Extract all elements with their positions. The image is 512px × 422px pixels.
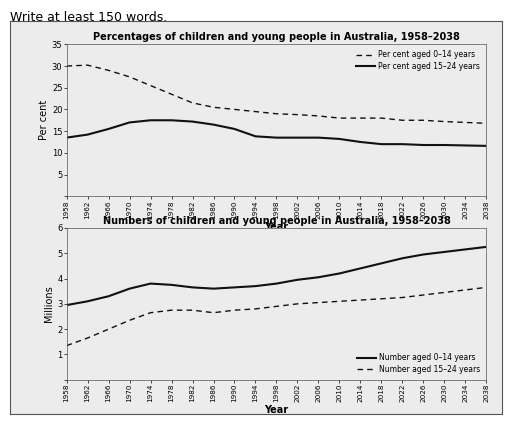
Number aged 0–14 years <box>315 275 322 280</box>
Per cent aged 0–14 years <box>420 118 426 123</box>
Per cent aged 15–24 years <box>210 122 217 127</box>
Number aged 15–24 years <box>105 327 112 332</box>
Number aged 0–14 years <box>189 285 196 290</box>
Per cent aged 0–14 years <box>315 114 322 119</box>
Per cent aged 15–24 years <box>378 142 385 147</box>
Number aged 15–24 years <box>252 306 259 311</box>
Per cent aged 15–24 years <box>420 143 426 148</box>
Title: Percentages of children and young people in Australia, 1958–2038: Percentages of children and young people… <box>93 32 460 42</box>
Title: Numbers of children and young people in Australia, 1958–2038: Numbers of children and young people in … <box>102 216 451 226</box>
Number aged 0–14 years <box>273 281 280 286</box>
Number aged 15–24 years <box>441 290 447 295</box>
Number aged 15–24 years <box>273 304 280 309</box>
Per cent aged 15–24 years <box>84 132 91 137</box>
Number aged 15–24 years <box>63 343 70 348</box>
Number aged 0–14 years <box>231 285 238 290</box>
Per cent aged 0–14 years <box>252 109 259 114</box>
Per cent aged 15–24 years <box>294 135 301 140</box>
Number aged 15–24 years <box>231 308 238 313</box>
Number aged 15–24 years <box>210 310 217 315</box>
Number aged 0–14 years <box>420 252 426 257</box>
Number aged 0–14 years <box>252 284 259 289</box>
Per cent aged 15–24 years <box>63 135 70 140</box>
Per cent aged 15–24 years <box>105 127 112 132</box>
Number aged 15–24 years <box>294 301 301 306</box>
Legend: Per cent aged 0–14 years, Per cent aged 15–24 years: Per cent aged 0–14 years, Per cent aged … <box>354 48 483 73</box>
Number aged 15–24 years <box>462 287 468 292</box>
Number aged 0–14 years <box>378 261 385 266</box>
Number aged 0–14 years <box>294 277 301 282</box>
Per cent aged 15–24 years <box>315 135 322 140</box>
Per cent aged 0–14 years <box>441 119 447 124</box>
Number aged 15–24 years <box>420 292 426 298</box>
Per cent aged 0–14 years <box>189 100 196 106</box>
Per cent aged 15–24 years <box>462 143 468 148</box>
Per cent aged 15–24 years <box>126 120 133 125</box>
Number aged 0–14 years <box>168 282 175 287</box>
Per cent aged 0–14 years <box>231 107 238 112</box>
Per cent aged 0–14 years <box>294 112 301 117</box>
Per cent aged 0–14 years <box>147 83 154 88</box>
Text: Write at least 150 words.: Write at least 150 words. <box>10 11 167 24</box>
Per cent aged 15–24 years <box>483 143 489 149</box>
Per cent aged 15–24 years <box>441 143 447 148</box>
Per cent aged 0–14 years <box>84 62 91 68</box>
Line: Per cent aged 15–24 years: Per cent aged 15–24 years <box>67 120 486 146</box>
Number aged 15–24 years <box>315 300 322 305</box>
Number aged 0–14 years <box>126 286 133 291</box>
Per cent aged 15–24 years <box>189 119 196 124</box>
Number aged 0–14 years <box>483 244 489 249</box>
Number aged 15–24 years <box>126 318 133 323</box>
Y-axis label: Per cent: Per cent <box>39 100 49 141</box>
Number aged 0–14 years <box>210 286 217 291</box>
Per cent aged 0–14 years <box>483 121 489 126</box>
Per cent aged 0–14 years <box>63 63 70 68</box>
Number aged 0–14 years <box>84 299 91 304</box>
Per cent aged 15–24 years <box>273 135 280 140</box>
Number aged 15–24 years <box>336 299 343 304</box>
Per cent aged 0–14 years <box>357 116 364 121</box>
Y-axis label: Millions: Millions <box>44 285 54 322</box>
Number aged 0–14 years <box>462 247 468 252</box>
Per cent aged 15–24 years <box>231 127 238 132</box>
X-axis label: Year: Year <box>264 222 289 232</box>
Number aged 15–24 years <box>399 295 406 300</box>
X-axis label: Year: Year <box>264 405 289 415</box>
Per cent aged 15–24 years <box>399 142 406 147</box>
Number aged 0–14 years <box>399 256 406 261</box>
Line: Number aged 0–14 years: Number aged 0–14 years <box>67 247 486 305</box>
Legend: Number aged 0–14 years, Number aged 15–24 years: Number aged 0–14 years, Number aged 15–2… <box>355 351 483 376</box>
Number aged 0–14 years <box>336 271 343 276</box>
Per cent aged 0–14 years <box>126 74 133 79</box>
Per cent aged 0–14 years <box>462 120 468 125</box>
Number aged 15–24 years <box>84 335 91 341</box>
Number aged 15–24 years <box>168 308 175 313</box>
Per cent aged 15–24 years <box>168 118 175 123</box>
Per cent aged 15–24 years <box>252 134 259 139</box>
Per cent aged 0–14 years <box>168 92 175 97</box>
Per cent aged 0–14 years <box>105 68 112 73</box>
Number aged 15–24 years <box>357 298 364 303</box>
Number aged 15–24 years <box>483 285 489 290</box>
Per cent aged 0–14 years <box>210 105 217 110</box>
Per cent aged 15–24 years <box>147 118 154 123</box>
Number aged 15–24 years <box>147 310 154 315</box>
Number aged 0–14 years <box>147 281 154 286</box>
Per cent aged 0–14 years <box>399 118 406 123</box>
Per cent aged 0–14 years <box>378 116 385 121</box>
Number aged 15–24 years <box>378 296 385 301</box>
Line: Number aged 15–24 years: Number aged 15–24 years <box>67 287 486 346</box>
Number aged 0–14 years <box>105 294 112 299</box>
Number aged 0–14 years <box>357 266 364 271</box>
Line: Per cent aged 0–14 years: Per cent aged 0–14 years <box>67 65 486 123</box>
Per cent aged 0–14 years <box>273 111 280 116</box>
Per cent aged 15–24 years <box>357 139 364 144</box>
Number aged 0–14 years <box>441 249 447 254</box>
Number aged 15–24 years <box>189 308 196 313</box>
Per cent aged 0–14 years <box>336 116 343 121</box>
Per cent aged 15–24 years <box>336 136 343 141</box>
Number aged 0–14 years <box>63 303 70 308</box>
